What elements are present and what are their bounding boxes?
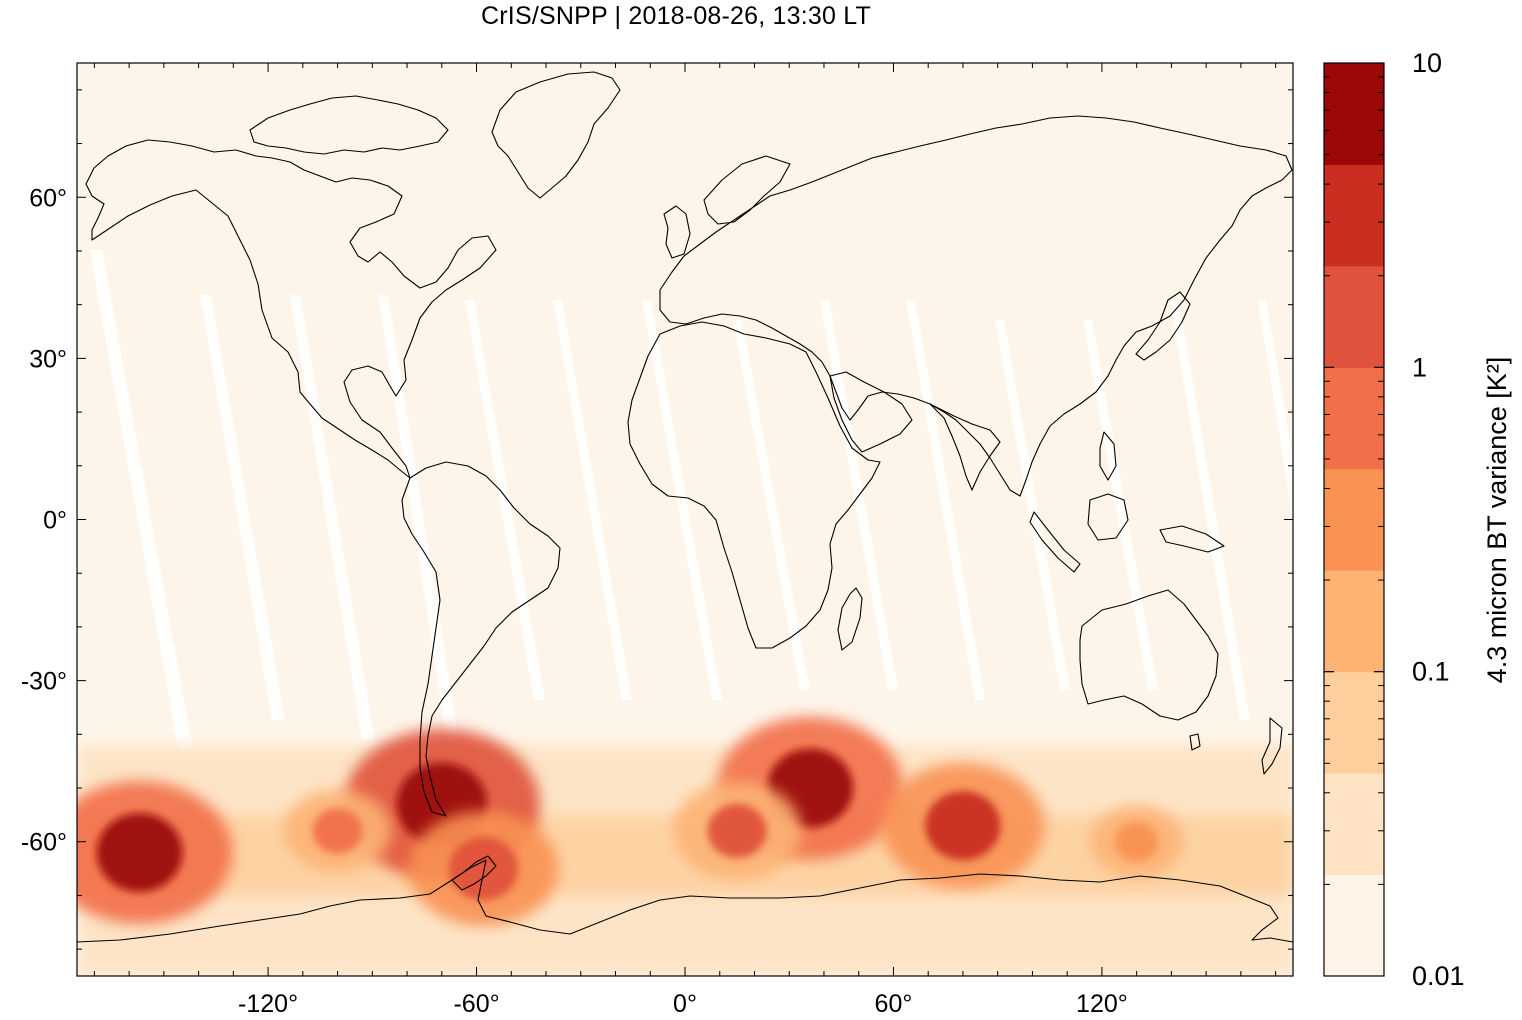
lon-tick-label: 60° bbox=[875, 990, 913, 1018]
chart-title: CrIS/SNPP | 2018-08-26, 13:30 LT bbox=[481, 2, 871, 30]
coastline-australia bbox=[1079, 589, 1219, 721]
variance-hotspot bbox=[448, 836, 519, 901]
coastline-antarctica bbox=[77, 859, 1293, 943]
coastline-new-guinea bbox=[1159, 525, 1225, 553]
colorbar-frame bbox=[1323, 62, 1385, 977]
coastline-africa bbox=[627, 321, 881, 649]
lat-tick-label: -60° bbox=[21, 829, 67, 857]
coastline-antarctic-peninsula bbox=[451, 855, 497, 891]
coastline-new-zealand bbox=[1261, 717, 1283, 775]
swath-gap bbox=[90, 250, 195, 760]
coastline-japan bbox=[1135, 291, 1191, 361]
colorbar-tick-label: 10 bbox=[1412, 48, 1442, 78]
lat-tick-label: 60° bbox=[29, 184, 67, 212]
coastline-british-isles bbox=[663, 205, 691, 259]
coastline-sumatra bbox=[1029, 511, 1081, 573]
swath-gap bbox=[553, 300, 632, 700]
colorbar-band bbox=[1324, 63, 1384, 165]
lon-tick-label: 120° bbox=[1076, 990, 1128, 1018]
longitude-axis: -120° -60° 0° 60° 120° bbox=[93, 63, 1277, 1018]
coastline-arabia bbox=[829, 371, 913, 453]
lon-tick-label: -60° bbox=[453, 990, 499, 1018]
swath-gap bbox=[995, 320, 1070, 690]
colorbar-label: 4.3 micron BT variance [K²] bbox=[1482, 357, 1512, 684]
colorbar-band bbox=[1324, 164, 1384, 267]
colorbar-band bbox=[1324, 874, 1384, 977]
swath-gap bbox=[1083, 320, 1158, 690]
colorbar-tick-label: 0.01 bbox=[1412, 961, 1465, 991]
coastline-arctic-islands bbox=[249, 95, 449, 155]
colorbar-band bbox=[1324, 367, 1384, 470]
variance-field bbox=[77, 716, 1293, 976]
coastlines bbox=[77, 71, 1293, 943]
variance-hotspot bbox=[707, 803, 767, 859]
lon-tick-label: 0° bbox=[673, 990, 697, 1018]
lat-tick-label: 0° bbox=[43, 507, 67, 535]
lat-tick-label: -30° bbox=[21, 668, 67, 696]
colorbar: 10 1 0.1 0.01 4.3 micron BT variance [K²] bbox=[1323, 48, 1512, 991]
coastline-greenland bbox=[491, 71, 621, 199]
map-plot-area bbox=[77, 71, 1293, 976]
coastline-india bbox=[929, 403, 1001, 491]
coastline-madagascar bbox=[837, 587, 863, 651]
variance-hotspot bbox=[96, 813, 183, 892]
colorbar-band bbox=[1324, 265, 1384, 368]
swath-gap bbox=[378, 295, 462, 760]
swath-gap bbox=[642, 300, 722, 700]
colorbar-tick-label: 0.1 bbox=[1412, 657, 1450, 687]
swath-gap bbox=[1258, 300, 1293, 520]
latitude-axis: 60° 30° 0° -30° -60° bbox=[21, 89, 1293, 950]
coastline-eurasia bbox=[659, 115, 1293, 497]
swath-gap bbox=[200, 295, 285, 720]
swath-gap bbox=[906, 300, 985, 700]
swath-gaps bbox=[90, 250, 1293, 760]
colorbar-band bbox=[1324, 671, 1384, 774]
coastline-borneo bbox=[1087, 493, 1129, 541]
variance-hotspot bbox=[925, 791, 1001, 861]
coastline-philippines bbox=[1099, 431, 1117, 481]
coastline-scandinavia bbox=[703, 155, 791, 225]
colorbar-bands bbox=[1324, 63, 1384, 977]
coastline-north-america bbox=[85, 139, 497, 479]
colorbar-tick-label: 1 bbox=[1412, 352, 1427, 382]
swath-gap bbox=[465, 300, 545, 700]
colorbar-band bbox=[1324, 773, 1384, 876]
variance-hotspot bbox=[312, 808, 363, 854]
coastline-south-america bbox=[401, 461, 561, 817]
swath-gap bbox=[733, 320, 810, 690]
colorbar-ticks: 10 1 0.1 0.01 bbox=[1324, 48, 1465, 991]
colorbar-band bbox=[1324, 468, 1384, 571]
variance-hotspot bbox=[1115, 821, 1159, 862]
colorbar-band bbox=[1324, 570, 1384, 673]
lat-tick-label: 30° bbox=[29, 345, 67, 373]
swath-gap bbox=[1170, 300, 1250, 720]
lon-tick-label: -120° bbox=[238, 990, 298, 1018]
coastline-tasmania bbox=[1189, 733, 1201, 751]
